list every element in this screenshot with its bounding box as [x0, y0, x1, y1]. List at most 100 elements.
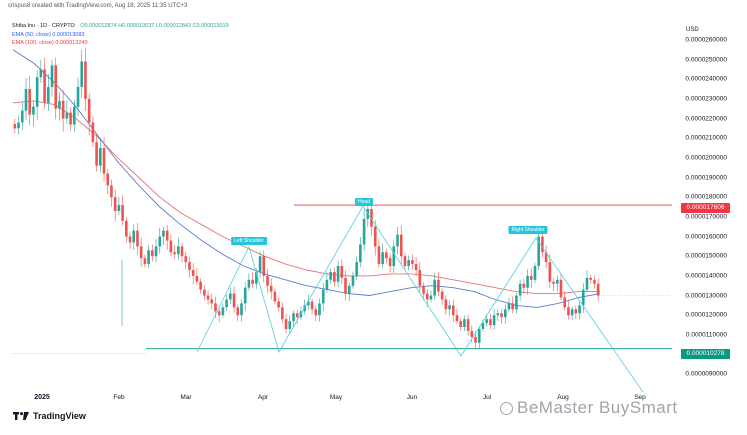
candle-body: [143, 258, 147, 265]
candle-body: [552, 281, 555, 284]
candle-body: [147, 250, 150, 265]
candle-body: [459, 321, 462, 328]
candle-body: [481, 323, 485, 329]
price-axis-label: 0.0000120000: [685, 311, 727, 319]
candle-body: [125, 220, 128, 237]
candle-body: [35, 77, 39, 107]
candle-body: [84, 61, 87, 99]
candle-body: [578, 305, 581, 314]
candle-body: [162, 230, 165, 237]
price-axis-label: 0.0000180000: [685, 193, 727, 201]
watermark-at-icon: [500, 401, 513, 415]
legend-symbol-row[interactable]: Shiba Inu · 1D · CRYPTO O0.00001287​4 H0…: [12, 22, 229, 31]
candle-body: [396, 234, 399, 247]
price-axis-label: 0.0000150000: [685, 252, 727, 260]
candle-body: [76, 87, 80, 107]
price-axis-label: 0.0000250000: [685, 56, 727, 63]
candle-body: [210, 299, 214, 304]
candle-body: [373, 226, 377, 247]
candle-body: [65, 112, 69, 119]
price-axis-label: 0.0000110000: [685, 331, 727, 339]
candle-body: [377, 246, 381, 265]
candle-body: [273, 291, 277, 302]
candle-body: [500, 313, 503, 318]
time-axis-label: Feb: [113, 394, 125, 401]
candle-body: [132, 230, 136, 243]
tradingview-logo-text: TradingView: [33, 411, 86, 421]
candle-body: [347, 285, 351, 294]
time-axis-label: Mar: [180, 394, 192, 401]
candle-body: [217, 311, 221, 316]
chart-legend: Shiba Inu · 1D · CRYPTO O0.00001287​4 H0…: [12, 22, 229, 48]
candle-body: [581, 289, 585, 306]
candle-body: [46, 87, 50, 103]
candle-body: [411, 260, 414, 265]
time-axis-label: Apr: [257, 394, 269, 401]
price-axis-label: 0.0000260000: [685, 36, 727, 44]
price-axis-label: 0.0000200000: [685, 154, 727, 162]
candle-body: [511, 303, 514, 310]
right-shoulder-label: Right Shoulder: [508, 226, 548, 234]
chart-header: crispus8 created with TradingView.com, A…: [8, 3, 188, 9]
candle-body: [388, 258, 392, 267]
candle-body: [392, 246, 396, 267]
ema100-line: [12, 100, 600, 295]
candle-body: [310, 301, 314, 310]
candle-body: [221, 307, 225, 316]
candle-body: [307, 301, 310, 306]
candle-body: [596, 283, 600, 296]
candle-body: [128, 236, 132, 243]
price-axis-label: 0.0000140000: [685, 272, 727, 280]
left-shoulder-label: Left Shoulder: [231, 237, 267, 245]
price-axis-label: 0.0000210000: [685, 134, 727, 142]
candle-body: [563, 297, 567, 308]
candle-body: [489, 319, 492, 326]
candle-body: [24, 89, 28, 111]
price-axis-label: 0.0000230000: [685, 95, 727, 103]
candle-body: [110, 185, 113, 198]
watermark-text: BeMaster BuySmart: [517, 398, 678, 417]
candle-body: [43, 69, 46, 103]
price-axis-unit: USD: [686, 27, 699, 33]
candle-body: [69, 112, 72, 125]
candle-body: [87, 98, 91, 123]
tradingview-logo[interactable]: TradingView: [13, 411, 86, 421]
candle-body: [251, 279, 254, 284]
legend-ema50[interactable]: EMA (50, close) 0.00001308​3: [12, 31, 85, 38]
time-axis-label: Jul: [482, 394, 492, 401]
candle-body: [113, 197, 117, 211]
candle-body: [50, 65, 54, 88]
candle-body: [440, 291, 444, 300]
candle-body: [180, 246, 184, 257]
candle-body: [559, 279, 563, 298]
legend-ema100[interactable]: EMA (100, close) 0.00001324​0: [12, 40, 88, 46]
candle-body: [425, 293, 429, 300]
candle-body: [188, 262, 191, 270]
candle-body: [214, 303, 217, 312]
time-axis-label: May: [329, 394, 343, 401]
candle-body: [541, 236, 544, 253]
time-axis-label: Aug: [557, 394, 569, 401]
candle-body: [474, 336, 477, 343]
candle-body: [492, 315, 496, 326]
candle-body: [229, 293, 232, 300]
candle-body: [548, 262, 552, 282]
candle-body: [529, 275, 533, 280]
candle-body: [437, 279, 440, 292]
candle-body: [139, 246, 143, 259]
candle-body: [195, 275, 199, 282]
candle-body: [106, 173, 110, 186]
candle-body: [266, 275, 269, 286]
candle-body: [593, 279, 596, 284]
candle-body: [136, 230, 139, 247]
candle-body: [507, 303, 511, 310]
candle-body: [570, 309, 574, 316]
price-axis-label: 0.0000220000: [685, 115, 727, 123]
symbol-title: Shiba Inu · 1D · CRYPTO: [12, 23, 75, 29]
candle-body: [403, 256, 407, 267]
price-axis-label: 0.0000170000: [685, 213, 727, 221]
candle-body: [80, 61, 84, 88]
time-axis-label: Sep: [634, 394, 646, 401]
head-label: Head: [355, 198, 373, 206]
